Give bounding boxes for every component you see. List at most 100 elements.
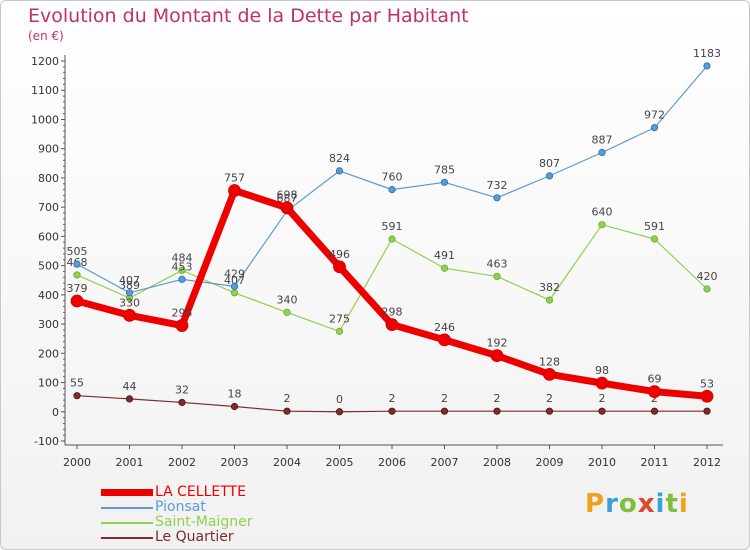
data-label-saint-maigner: 382 — [539, 281, 560, 294]
x-tick-label: 2006 — [378, 456, 406, 469]
y-tick-label: 800 — [38, 172, 59, 185]
data-label-le-quartier: 18 — [228, 388, 242, 401]
y-tick-label: 700 — [38, 201, 59, 214]
y-tick-label: 0 — [52, 406, 59, 419]
data-label-la-cellette: 496 — [329, 248, 350, 261]
data-label-la-cellette: 698 — [277, 189, 298, 202]
data-label-saint-maigner: 420 — [697, 270, 718, 283]
data-point-le-quartier — [283, 407, 291, 415]
y-tick-label: 300 — [38, 318, 59, 331]
data-point-la-cellette — [70, 294, 84, 308]
x-tick-label: 2005 — [326, 456, 354, 469]
logo-letter: o — [618, 489, 638, 519]
data-label-saint-maigner: 275 — [329, 312, 350, 325]
data-point-le-quartier — [388, 407, 396, 415]
legend-swatch — [101, 521, 153, 524]
data-point-la-cellette — [543, 367, 556, 381]
y-tick-label: 500 — [38, 260, 59, 273]
data-point-le-quartier — [73, 392, 81, 400]
data-label-saint-maigner: 389 — [119, 279, 140, 292]
data-point-pionsat — [440, 178, 449, 186]
y-tick-label: 400 — [38, 289, 59, 302]
chart-title: Evolution du Montant de la Dette par Hab… — [28, 5, 469, 27]
data-point-la-cellette — [595, 376, 609, 390]
x-tick-label: 2007 — [431, 456, 459, 469]
data-point-le-quartier — [650, 407, 659, 415]
legend-label: Pionsat — [155, 499, 206, 515]
data-label-saint-maigner: 484 — [172, 251, 193, 264]
data-label-pionsat: 453 — [172, 260, 193, 273]
data-label-saint-maigner: 407 — [224, 274, 245, 287]
data-point-pionsat — [125, 289, 134, 297]
data-label-pionsat: 785 — [434, 163, 455, 176]
data-label-le-quartier: 2 — [651, 392, 658, 405]
x-tick-label: 2008 — [483, 456, 511, 469]
data-point-le-quartier — [125, 395, 134, 403]
data-point-le-quartier — [598, 407, 606, 415]
data-point-la-cellette — [438, 333, 451, 347]
legend-label: Le Quartier — [155, 529, 234, 545]
data-label-la-cellette: 69 — [648, 373, 662, 386]
x-tick-label: 2004 — [273, 456, 301, 469]
data-point-pionsat — [545, 172, 554, 180]
data-point-la-cellette — [490, 349, 504, 363]
data-point-pionsat — [335, 167, 344, 175]
data-label-pionsat: 1183 — [693, 47, 721, 60]
y-tick-label: 900 — [38, 143, 59, 156]
legend-label: Saint-Maigner — [155, 514, 253, 530]
data-point-saint-maigner — [493, 272, 501, 281]
logo-letter: i — [655, 489, 666, 519]
data-label-le-quartier: 2 — [494, 392, 501, 405]
data-label-pionsat: 807 — [539, 157, 560, 170]
data-point-le-quartier — [440, 407, 449, 415]
proxiti-logo: Proxiti — [585, 489, 689, 519]
logo-letter: r — [605, 489, 619, 519]
x-tick-label: 2009 — [536, 456, 564, 469]
y-tick-label: 600 — [38, 230, 59, 243]
data-label-la-cellette: 379 — [67, 282, 88, 295]
data-label-saint-maigner: 463 — [487, 257, 508, 270]
data-point-la-cellette — [175, 319, 189, 332]
data-point-le-quartier — [335, 408, 344, 416]
data-label-le-quartier: 44 — [123, 380, 137, 393]
data-point-le-quartier — [545, 407, 554, 415]
data-point-la-cellette — [280, 201, 294, 215]
data-point-saint-maigner — [178, 266, 186, 274]
x-tick-label: 2000 — [63, 456, 91, 469]
data-label-pionsat: 429 — [224, 267, 245, 280]
legend-swatch — [101, 489, 153, 496]
data-label-saint-maigner: 491 — [434, 249, 455, 262]
data-label-la-cellette: 298 — [382, 306, 403, 319]
data-point-le-quartier — [230, 402, 239, 411]
data-label-le-quartier: 2 — [546, 392, 553, 405]
y-tick-label: -100 — [34, 435, 59, 448]
unit-label: (en €) — [28, 29, 64, 43]
data-point-saint-maigner — [283, 308, 291, 316]
y-tick-label: 1000 — [31, 113, 59, 126]
data-label-le-quartier: 0 — [336, 393, 343, 406]
data-point-la-cellette — [228, 184, 241, 197]
data-point-saint-maigner — [703, 285, 711, 293]
data-label-pionsat: 407 — [119, 274, 140, 287]
data-point-saint-maigner — [598, 221, 606, 229]
data-point-pionsat — [230, 282, 239, 290]
logo-letter: P — [585, 489, 606, 519]
data-point-le-quartier — [703, 407, 711, 415]
x-tick-label: 2003 — [221, 456, 249, 469]
y-tick-label: 100 — [38, 377, 59, 390]
data-label-pionsat: 760 — [382, 171, 403, 184]
legend-label: LA CELLETTE — [155, 484, 246, 500]
y-tick-label: 1100 — [31, 84, 59, 97]
x-tick-label: 2011 — [641, 456, 669, 469]
data-label-saint-maigner: 591 — [382, 220, 403, 233]
data-label-saint-maigner: 640 — [592, 206, 613, 219]
y-tick-label: 1200 — [31, 55, 59, 68]
data-point-la-cellette — [385, 318, 399, 332]
logo-letter: t — [665, 489, 679, 519]
x-tick-label: 2001 — [116, 456, 144, 469]
data-label-le-quartier: 2 — [284, 392, 291, 405]
data-point-le-quartier — [493, 407, 501, 415]
data-label-la-cellette: 757 — [224, 171, 245, 184]
data-point-la-cellette — [333, 260, 346, 274]
